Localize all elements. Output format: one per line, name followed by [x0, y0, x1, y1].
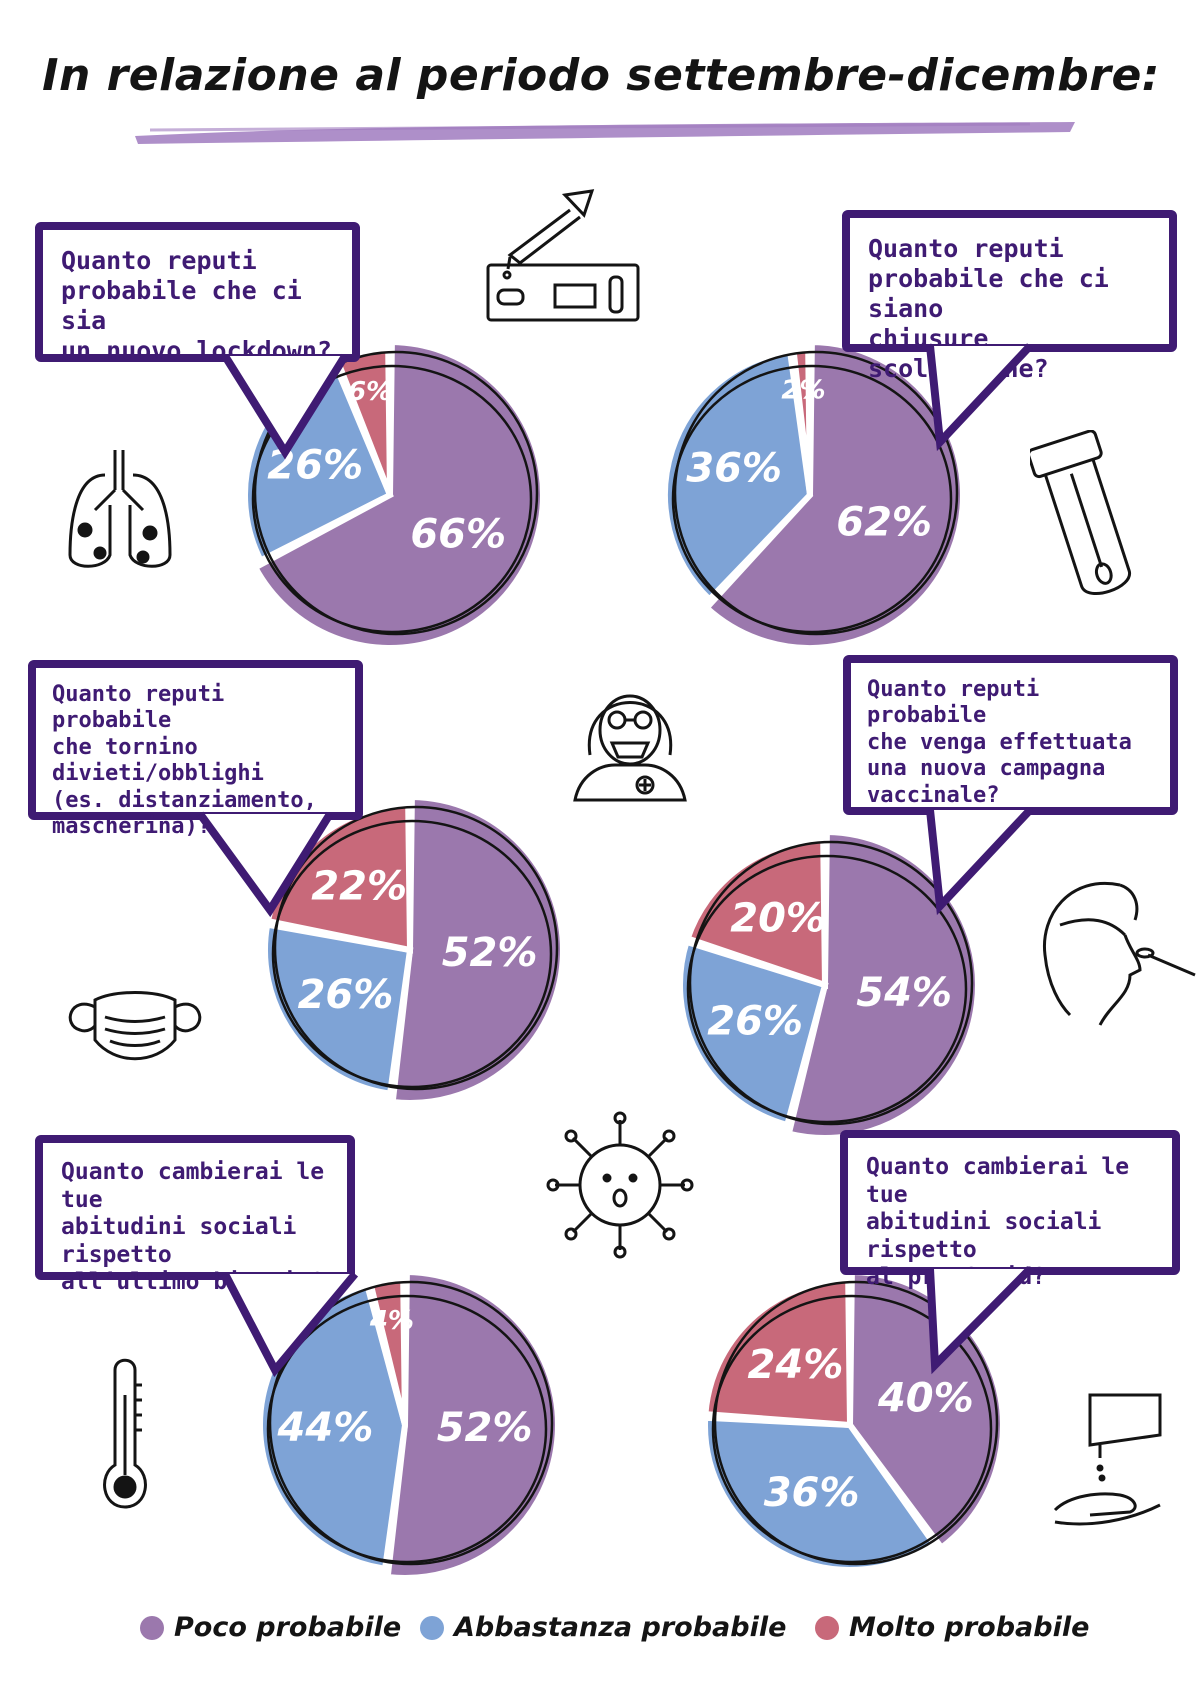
pie-chart-social-habits-precovid: 40% 36% 24%: [702, 1268, 1006, 1573]
legend-swatch: [815, 1615, 839, 1640]
legend-label: Molto probabile: [849, 1612, 1090, 1643]
pie-label-poco: 52%: [437, 1405, 533, 1451]
legend-item-poco: Poco probabile: [140, 1612, 401, 1643]
bubble-tail: [926, 343, 1033, 452]
pie-slice-molto: [702, 1276, 854, 1429]
legend-swatch: [420, 1615, 444, 1640]
pie-slice-molto: [683, 836, 829, 990]
question-line: Quanto reputi probabile: [52, 682, 225, 734]
question-line: Quanto reputi: [61, 246, 257, 275]
question-bubble-restrictions: Quanto reputi probabile che tornino divi…: [28, 660, 363, 839]
pie-slice-poco: [251, 338, 546, 651]
pie-label-poco: 62%: [836, 499, 932, 545]
bubble-tail: [221, 1271, 359, 1378]
question-line: probabile che ci sia: [61, 276, 302, 335]
pie-label-abbastanza: 44%: [277, 1405, 374, 1451]
legend-label: Abbastanza probabile: [454, 1612, 787, 1643]
pie-chart-school-closures: 62% 36% 2%: [662, 338, 966, 651]
pie-slice-molto: [790, 346, 813, 496]
title-underline: [135, 122, 1075, 144]
question-line: Quanto reputi probabile: [867, 677, 1040, 729]
legend-swatch: [140, 1615, 164, 1640]
pie-slice-poco: [846, 1268, 1006, 1552]
pie-label-abbastanza: 26%: [298, 972, 394, 1018]
thermometer-icon: [103, 1358, 147, 1509]
bubble-tail: [926, 807, 1033, 916]
legend-item-molto: Molto probabile: [815, 1612, 1089, 1643]
pie-sketch-outline: [673, 350, 959, 636]
face-mask-icon: [68, 991, 202, 1061]
bubble-tail: [196, 811, 334, 918]
pie-label-poco: 54%: [856, 970, 952, 1016]
pie-sketch-outline: [253, 350, 539, 636]
question-line: abitudini sociali rispetto: [866, 1209, 1102, 1263]
pie-sketch-outline: [686, 854, 968, 1124]
pie-label-abbastanza: 36%: [686, 445, 782, 491]
pie-slice-abbastanza: [662, 347, 814, 604]
sanitizer-dispenser-icon: [1053, 1393, 1162, 1526]
question-line: probabile che ci siano: [868, 264, 1109, 323]
rapid-test-icon: [486, 189, 640, 322]
pie-label-poco: 52%: [442, 930, 538, 976]
pie-chart-vaccination-campaign: 54% 26% 20%: [677, 828, 981, 1141]
question-line: che tornino divieti/obblighi: [52, 734, 264, 787]
nasal-swab-icon: [1042, 882, 1196, 1026]
pie-sketch-outline: [711, 1294, 993, 1564]
pie-label-poco: 66%: [410, 511, 506, 557]
question-line: Quanto reputi: [868, 234, 1064, 263]
pie-label-molto: 24%: [748, 1342, 844, 1388]
question-line: che venga effettuata: [867, 729, 1132, 755]
pie-label-poco: 40%: [877, 1375, 974, 1421]
legend-label: Poco probabile: [174, 1612, 402, 1643]
pie-chart-social-habits-biennium: 52% 44% 4%: [257, 1268, 561, 1581]
pie-slice-poco: [702, 338, 966, 651]
virus-icon: [546, 1111, 694, 1259]
question-line: vaccinale?: [867, 782, 1000, 808]
pie-label-molto: 20%: [730, 895, 826, 941]
pie-slice-poco: [384, 1268, 561, 1581]
pie-label-molto: 22%: [311, 864, 407, 910]
question-line: una nuova campagna: [867, 756, 1106, 782]
pie-slice-poco: [389, 793, 566, 1106]
question-line: Quanto cambierai le tue: [61, 1159, 325, 1213]
pie-label-abbastanza: 26%: [707, 998, 803, 1044]
question-bubble-vaccination-campaign: Quanto reputi probabile che venga effett…: [843, 655, 1178, 815]
lungs-icon: [68, 450, 172, 568]
pie-sketch-outline: [273, 805, 559, 1091]
pie-label-molto: 4%: [369, 1306, 414, 1336]
question-bubble-social-habits-biennium: Quanto cambierai le tue abitudini social…: [35, 1135, 355, 1295]
bubble-tail: [221, 353, 349, 460]
pie-slice-abbastanza: [262, 921, 414, 1098]
page-title: In relazione al periodo settembre-dicemb…: [42, 50, 1160, 101]
legend: Poco probabile Abbastanza probabile Molt…: [0, 1612, 1202, 1652]
question-bubble-lockdown: Quanto reputi probabile che ci sia un nu…: [35, 222, 360, 365]
question-line: Quanto cambierai le tue: [866, 1154, 1130, 1208]
pie-sketch-outline: [671, 364, 953, 634]
pie-slice-abbastanza: [677, 938, 829, 1129]
question-bubble-social-habits-precovid: Quanto cambierai le tue abitudini social…: [840, 1130, 1180, 1290]
hazmat-doctor-icon: [573, 694, 687, 802]
pie-sketch-outline: [268, 1280, 554, 1566]
bubble-tail: [926, 1266, 1033, 1375]
legend-item-abbastanza: Abbastanza probabile: [420, 1612, 786, 1643]
pie-label-molto: 6%: [348, 377, 392, 407]
pie-sketch-outline: [713, 1280, 999, 1566]
question-line: abitudini sociali rispetto: [61, 1214, 297, 1268]
pie-sketch-outline: [271, 819, 553, 1089]
pie-label-molto: 2%: [781, 375, 825, 405]
pie-label-abbastanza: 36%: [764, 1470, 860, 1516]
pie-sketch-outline: [688, 840, 974, 1126]
test-tube-swab-icon: [1030, 430, 1131, 596]
question-line: (es. distanziamento,: [52, 787, 317, 813]
question-line: mascherina)?: [52, 813, 211, 839]
pie-sketch-outline: [266, 1294, 548, 1564]
pie-sketch-outline: [251, 364, 533, 634]
question-bubble-school-closures: Quanto reputi probabile che ci siano chi…: [842, 210, 1177, 383]
pie-slice-molto: [367, 1276, 408, 1426]
